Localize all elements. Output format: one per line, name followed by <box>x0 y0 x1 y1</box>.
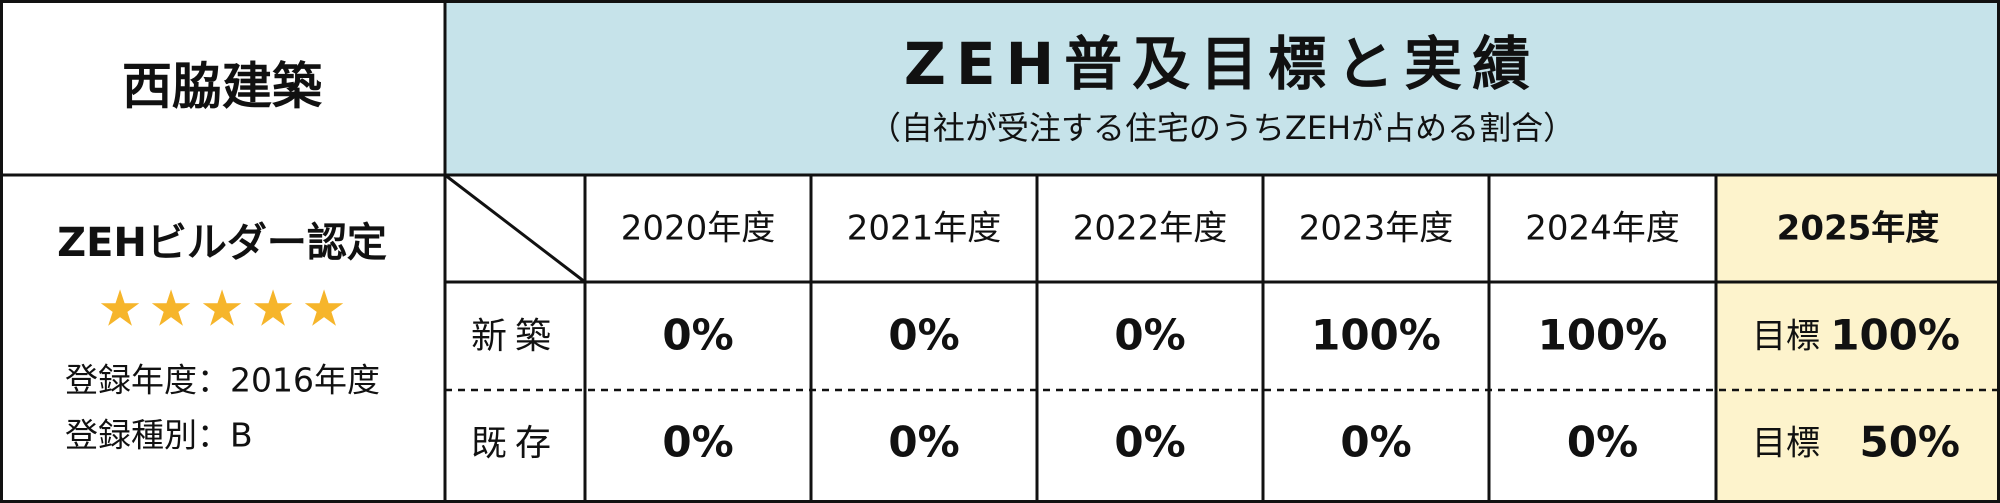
cell-value: 0% <box>1114 311 1185 360</box>
column-header: 2023年度 <box>1299 209 1454 249</box>
registration-type: 登録種別：B <box>65 416 253 455</box>
target-label: 目標 <box>1752 424 1820 464</box>
star: ★ <box>200 280 245 338</box>
registration-year: 登録年度：2016年度 <box>65 361 380 400</box>
target-value: 50% <box>1859 418 1960 467</box>
star: ★ <box>98 280 143 338</box>
header-bg <box>445 0 2000 175</box>
cell-value: 0% <box>662 311 733 360</box>
cell-value: 0% <box>888 311 959 360</box>
column-header: 2025年度 <box>1777 209 1940 249</box>
cell-value: 0% <box>662 418 733 467</box>
column-header: 2022年度 <box>1073 209 1228 249</box>
star: ★ <box>251 280 296 338</box>
cell-value: 100% <box>1311 311 1441 360</box>
cell-value: 100% <box>1538 311 1668 360</box>
column-header: 2021年度 <box>847 209 1002 249</box>
header-subtitle: （自社が受注する住宅のうちZEHが占める割合） <box>869 109 1575 147</box>
row-label: 既存 <box>471 423 559 464</box>
cell-value: 0% <box>1340 418 1411 467</box>
target-column-bg <box>1716 175 2000 503</box>
column-header: 2024年度 <box>1525 209 1680 249</box>
cert-title: ZEHビルダー認定 <box>57 220 387 266</box>
star: ★ <box>302 280 347 338</box>
column-header: 2020年度 <box>621 209 776 249</box>
diagonal <box>444 173 586 284</box>
header-title: ZEH普及目標と実績 <box>904 30 1540 98</box>
target-label: 目標 <box>1752 317 1820 357</box>
cell-value: 0% <box>888 418 959 467</box>
star: ★ <box>149 280 194 338</box>
cell-value: 0% <box>1567 418 1638 467</box>
company-name: 西脇建築 <box>122 58 323 116</box>
row-label: 新築 <box>471 316 559 357</box>
target-value: 100% <box>1830 311 1960 360</box>
cell-value: 0% <box>1114 418 1185 467</box>
